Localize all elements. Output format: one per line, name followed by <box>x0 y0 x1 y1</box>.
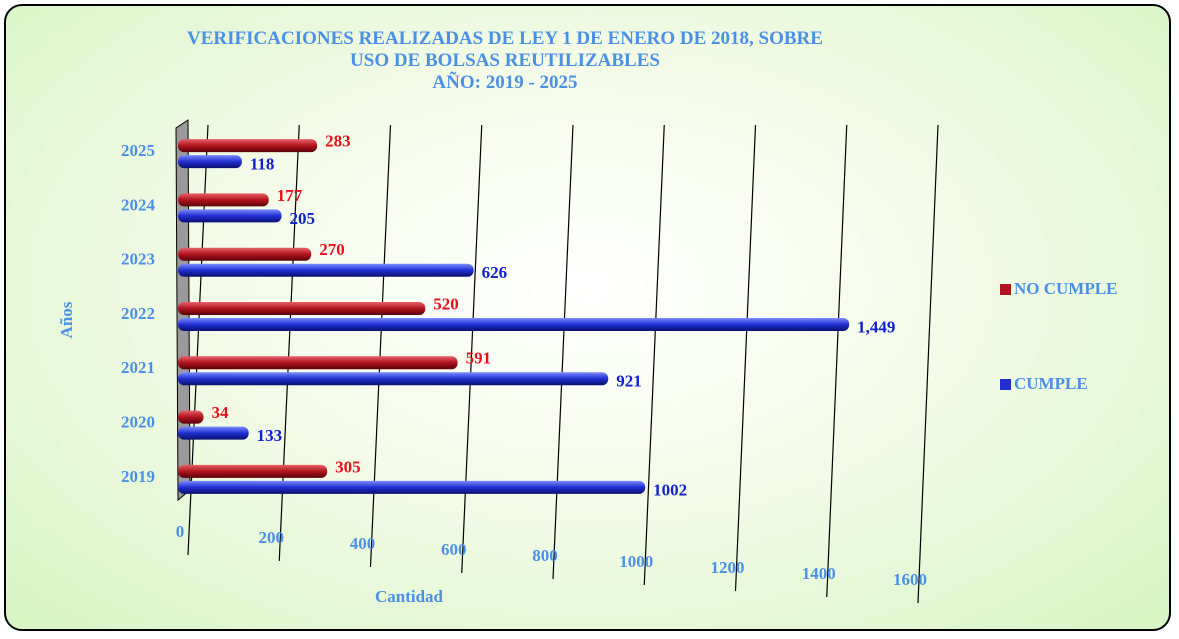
bar <box>178 372 609 386</box>
value-label: 520 <box>433 294 459 313</box>
x-tick-label: 800 <box>532 546 558 565</box>
bar <box>178 356 458 370</box>
x-tick-label: 200 <box>259 528 285 547</box>
bar <box>178 302 426 315</box>
chart-subtitle: AÑO: 2019 - 2025 <box>432 72 578 93</box>
value-label: 205 <box>290 209 316 228</box>
grid-line <box>552 124 574 580</box>
value-label: 118 <box>250 155 275 174</box>
grid-line <box>461 124 483 574</box>
value-label: 283 <box>325 132 351 151</box>
y-tick-label: 2019 <box>121 467 155 486</box>
value-label: 1,449 <box>857 317 895 336</box>
x-axis-label: Cantidad <box>375 587 444 606</box>
y-axis-label: Años <box>57 301 76 338</box>
bar <box>178 410 204 424</box>
legend-label: NO CUMPLE <box>1014 279 1117 298</box>
bar <box>178 193 269 207</box>
value-label: 177 <box>277 186 303 205</box>
value-label: 34 <box>212 403 230 422</box>
y-tick-label: 2022 <box>121 304 155 323</box>
value-label: 921 <box>616 372 642 391</box>
x-tick-label: 0 <box>176 522 185 541</box>
value-label: 591 <box>466 349 492 368</box>
y-tick-label: 2021 <box>121 358 155 377</box>
grid-line <box>826 124 848 598</box>
bar <box>178 318 850 331</box>
x-tick-label: 1000 <box>619 552 653 571</box>
x-tick-label: 600 <box>441 540 467 559</box>
legend-swatch <box>1000 379 1011 390</box>
grid-line <box>643 124 665 586</box>
value-label: 1002 <box>653 480 687 499</box>
value-label: 305 <box>335 457 361 476</box>
y-tick-label: 2023 <box>121 250 155 269</box>
y-tick-label: 2024 <box>121 195 156 214</box>
value-label: 626 <box>482 263 508 282</box>
x-tick-label: 1200 <box>711 558 745 577</box>
bar <box>178 480 646 494</box>
value-label: 270 <box>319 240 345 259</box>
title-block: VERIFICACIONES REALIZADAS DE LEY 1 DE EN… <box>180 28 830 94</box>
bar <box>178 464 328 478</box>
bar <box>178 155 242 169</box>
bar <box>178 139 318 153</box>
x-tick-label: 400 <box>350 534 376 553</box>
grid-line <box>917 124 939 604</box>
bar <box>178 247 312 261</box>
value-label: 133 <box>257 426 283 445</box>
grid-line <box>734 124 757 592</box>
legend-label: CUMPLE <box>1014 374 1088 393</box>
grid-line <box>369 124 392 568</box>
y-tick-label: 2025 <box>121 141 155 160</box>
bar <box>178 426 249 440</box>
y-tick-label: 2020 <box>121 412 155 431</box>
bar <box>178 209 282 223</box>
legend-swatch <box>1000 284 1011 295</box>
chart-title: VERIFICACIONES REALIZADAS DE LEY 1 DE EN… <box>187 28 823 71</box>
bar <box>178 263 474 277</box>
x-tick-label: 1400 <box>802 564 836 583</box>
x-tick-label: 1600 <box>893 570 927 589</box>
